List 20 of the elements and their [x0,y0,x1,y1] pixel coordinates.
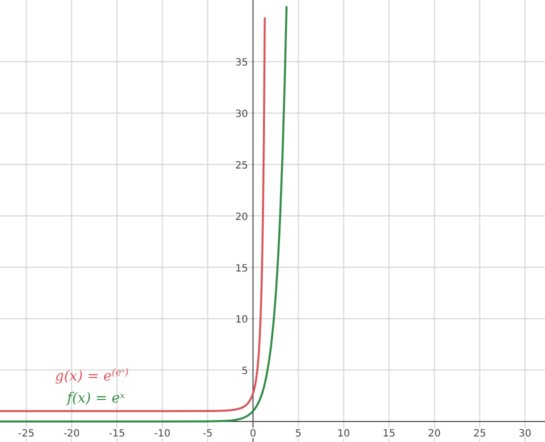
x-tick-label: -25 [18,428,34,440]
x-tick-label: 10 [337,428,350,440]
y-tick-label: 10 [235,314,248,326]
x-tick-label: -5 [202,428,213,440]
series-label: g(x) = e$^{(eˣ)}$ [55,366,129,384]
y-tick-label: 5 [242,366,248,378]
x-tick-label: 5 [295,428,302,440]
x-tick-label: -10 [154,428,170,440]
x-tick-label: 25 [473,428,486,440]
x-tick-label: 15 [382,428,396,440]
y-tick-label: 35 [235,58,248,69]
y-tick-label: 25 [235,160,248,172]
y-tick-label: 20 [235,212,248,223]
y-tick-label: 15 [235,263,248,274]
y-tick-label: 30 [235,109,248,120]
x-tick-label: 30 [518,428,532,440]
x-tick-label: -15 [108,428,126,440]
x-tick-label: 20 [428,428,441,440]
series-label: f(x) = eˣ [66,390,125,406]
x-tick-label: -20 [63,428,80,440]
